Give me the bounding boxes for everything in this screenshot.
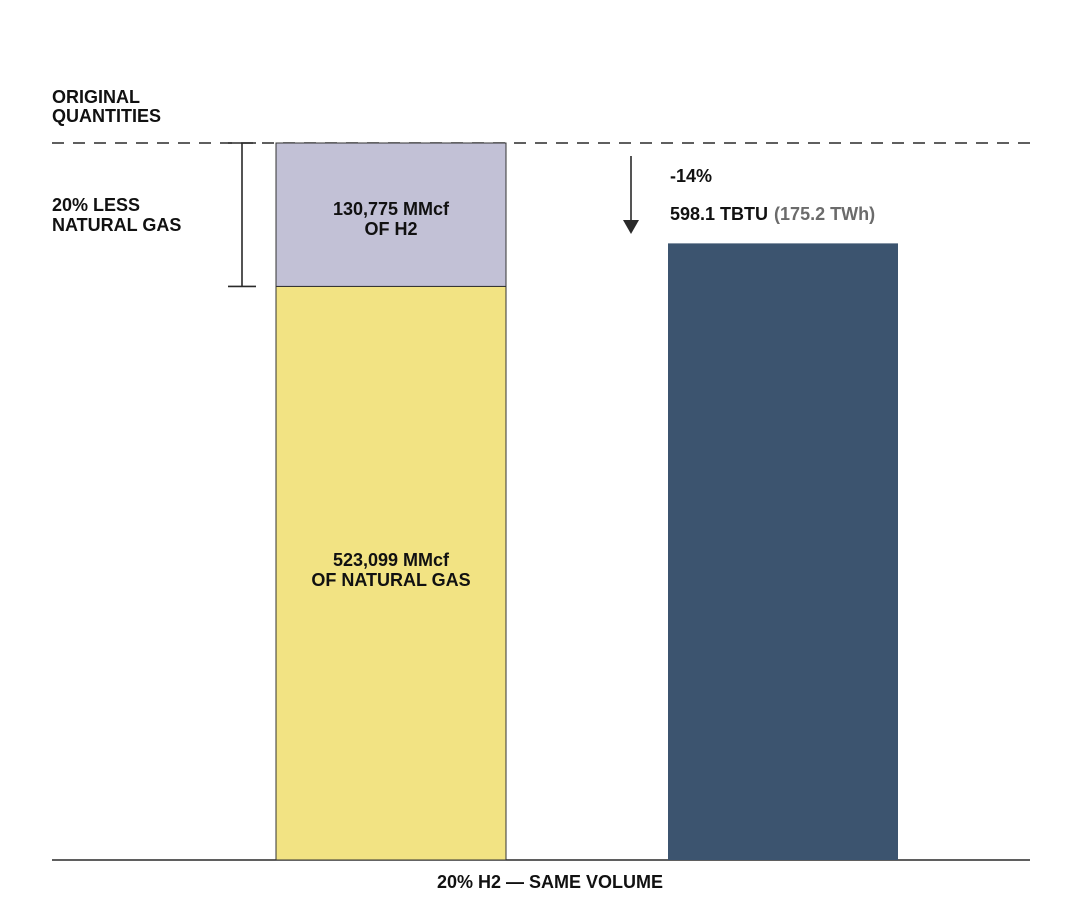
arrow-head [623, 220, 639, 234]
h2-segment-label-line-2: OF H2 [364, 219, 417, 239]
bracket-label-line-1: 20% LESS [52, 195, 140, 215]
natural-gas-segment-label-line-1: 523,099 MMcf [333, 550, 450, 570]
energy-value: 598.1 TBTU [670, 204, 768, 224]
reference-label-line-1: ORIGINAL [52, 87, 140, 107]
decrease-arrow-icon [623, 156, 639, 234]
x-axis-label: 20% H2 — SAME VOLUME [437, 872, 663, 892]
bracket [228, 142, 256, 288]
bracket-label-line-2: NATURAL GAS [52, 215, 181, 235]
bar-energy [668, 243, 898, 860]
bar-h2 [275, 142, 507, 287]
energy-label: 598.1 TBTU (175.2 TWh) [670, 204, 875, 224]
change-label: -14% [670, 166, 712, 186]
h2-segment-label-line-1: 130,775 MMcf [333, 199, 450, 219]
reference-label-line-2: QUANTITIES [52, 106, 161, 126]
natural-gas-segment-label-line-2: OF NATURAL GAS [311, 570, 470, 590]
energy-alt-value: (175.2 TWh) [774, 204, 875, 224]
